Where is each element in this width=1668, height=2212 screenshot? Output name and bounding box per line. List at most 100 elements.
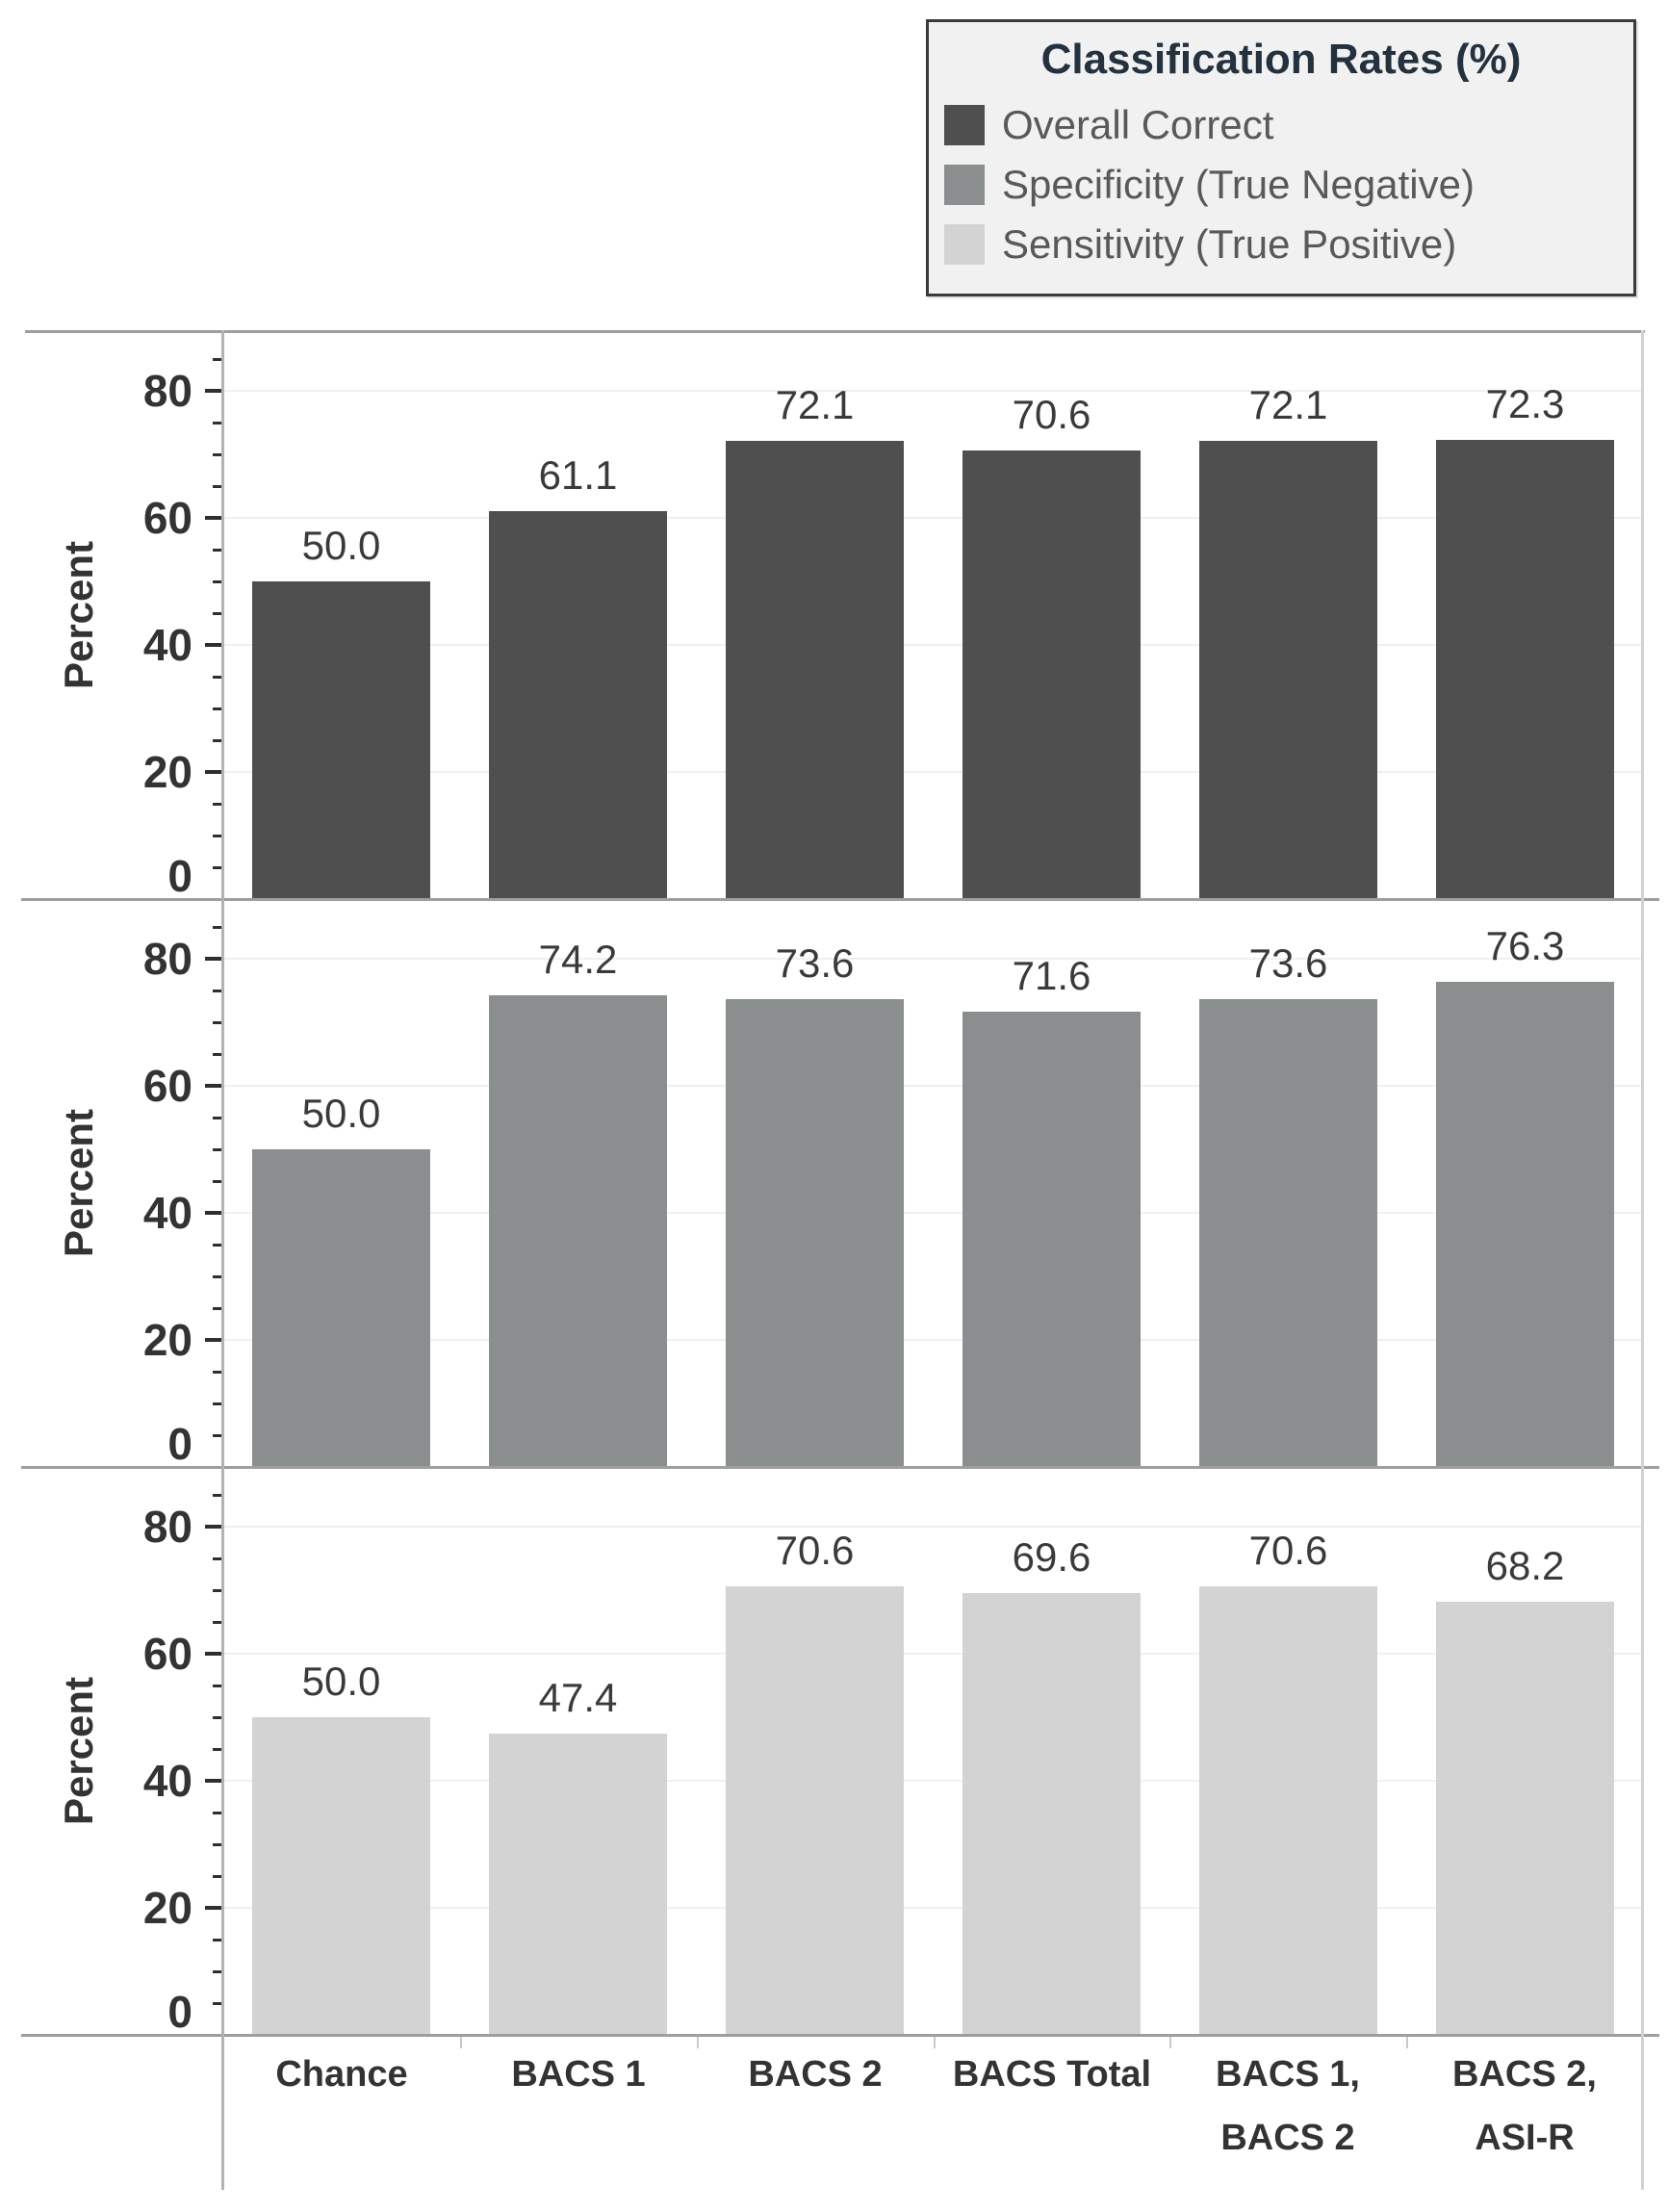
panel-sensitivity-true-positive [223, 1467, 1643, 2035]
legend-item-specificity: Specificity (True Negative) [944, 155, 1633, 215]
minor-tick [213, 452, 221, 456]
minor-tick [213, 1306, 221, 1310]
major-tick [205, 957, 221, 961]
tick-label-20: 20 [142, 1883, 192, 1933]
tick-label-80: 80 [142, 366, 192, 416]
minor-tick [213, 1874, 221, 1878]
minor-tick [213, 2002, 221, 2005]
tick-label-20: 20 [142, 747, 192, 797]
bar-sensitivity-true-positive-chance [252, 1717, 430, 2035]
minor-tick [213, 579, 221, 583]
bar-specificity-true-negative-bacs-total [962, 1012, 1141, 1467]
bar-specificity-true-negative-chance [252, 1149, 430, 1467]
minor-tick [213, 866, 221, 869]
legend: Classification Rates (%) Overall Correct… [926, 19, 1636, 296]
major-tick [205, 389, 221, 393]
bar-specificity-true-negative-bacs-2-asi-r [1436, 982, 1614, 1467]
category-label-bacs-1-bacs-2: BACS 1, BACS 2 [1216, 2054, 1360, 2158]
category-label-bacs-2: BACS 2 [748, 2054, 883, 2095]
bar-value-label: 69.6 [1012, 1534, 1091, 1580]
bar-value-label: 72.3 [1485, 381, 1565, 426]
bar-overall-correct-bacs-total [962, 450, 1141, 899]
bar-sensitivity-true-positive-bacs-total [962, 1593, 1141, 2035]
minor-tick [213, 1147, 221, 1151]
tick-label-0: 0 [167, 1419, 192, 1469]
minor-tick [213, 1493, 221, 1497]
bar-value-label: 47.4 [538, 1675, 618, 1720]
minor-tick [213, 925, 221, 929]
minor-tick [213, 1434, 221, 1437]
minor-tick [213, 1370, 221, 1374]
minor-tick [213, 802, 221, 806]
bar-value-label: 74.2 [538, 937, 618, 982]
category-label-chance: Chance [275, 2054, 408, 2095]
bar-value-label: 72.1 [775, 382, 855, 427]
bar-sensitivity-true-positive-bacs-2-asi-r [1436, 1602, 1614, 2035]
major-tick [205, 643, 221, 647]
tick-label-60: 60 [142, 493, 192, 543]
legend-item-label: Sensitivity (True Positive) [1002, 221, 1457, 267]
minor-tick [213, 1179, 221, 1183]
minor-tick [213, 1938, 221, 1942]
bar-value-label: 71.6 [1012, 953, 1091, 998]
minor-tick [213, 1274, 221, 1278]
minor-tick [213, 611, 221, 615]
minor-tick [213, 1116, 221, 1119]
minor-tick [213, 548, 221, 552]
minor-tick [213, 357, 221, 361]
bar-value-label: 72.1 [1248, 382, 1328, 427]
panel-specificity-true-negative [223, 899, 1643, 1467]
minor-tick [213, 1747, 221, 1751]
panel-overall-correct [223, 331, 1643, 899]
major-tick [205, 1906, 221, 1910]
bar-value-label: 61.1 [538, 452, 618, 498]
major-tick [205, 1084, 221, 1088]
minor-tick [213, 1811, 221, 1814]
legend-item-sensitivity: Sensitivity (True Positive) [944, 215, 1633, 274]
legend-item-label: Overall Correct [1002, 102, 1274, 147]
bar-sensitivity-true-positive-bacs-1-bacs-2 [1199, 1586, 1377, 2035]
major-tick [205, 1525, 221, 1529]
major-tick [205, 516, 221, 520]
bar-overall-correct-chance [252, 581, 430, 899]
bar-value-label: 50.0 [301, 1659, 381, 1704]
minor-tick [213, 1969, 221, 1973]
bar-value-label: 73.6 [775, 940, 855, 986]
tick-label-40: 40 [142, 1188, 192, 1238]
bar-overall-correct-bacs-1-bacs-2 [1199, 441, 1377, 899]
bar-specificity-true-negative-bacs-1 [489, 995, 667, 1467]
minor-tick [213, 1556, 221, 1560]
minor-tick [213, 1020, 221, 1024]
major-tick [205, 1338, 221, 1342]
specificity-swatch-icon [944, 165, 985, 205]
tick-label-60: 60 [142, 1061, 192, 1111]
y-axis-title: Percent [56, 540, 101, 690]
y-axis-title: Percent [56, 1676, 101, 1826]
category-label-bacs-total: BACS Total [952, 2054, 1152, 2095]
minor-tick [213, 1684, 221, 1687]
minor-tick [213, 2001, 221, 2005]
minor-tick [213, 865, 221, 869]
bar-value-label: 68.2 [1485, 1543, 1565, 1588]
minor-tick [213, 675, 221, 679]
minor-tick [213, 1620, 221, 1624]
tick-label-80: 80 [142, 1502, 192, 1552]
tick-label-0: 0 [167, 851, 192, 901]
minor-tick [213, 1052, 221, 1056]
major-tick [205, 1652, 221, 1656]
minor-tick [213, 738, 221, 742]
major-tick [205, 1211, 221, 1215]
minor-tick [213, 421, 221, 424]
legend-title: Classification Rates (%) [1040, 36, 1522, 83]
sensitivity-swatch-icon [944, 224, 985, 265]
bar-sensitivity-true-positive-bacs-1 [489, 1734, 667, 2035]
tick-label-0: 0 [167, 1987, 192, 2037]
legend-item-overall-correct: Overall Correct [944, 95, 1633, 155]
bar-value-label: 70.6 [1248, 1528, 1328, 1573]
tick-label-60: 60 [142, 1629, 192, 1679]
minor-tick [213, 1243, 221, 1247]
category-label-bacs-2-asi-r: BACS 2, ASI-R [1452, 2054, 1597, 2158]
major-tick [205, 1779, 221, 1783]
bar-overall-correct-bacs-2-asi-r [1436, 440, 1614, 899]
